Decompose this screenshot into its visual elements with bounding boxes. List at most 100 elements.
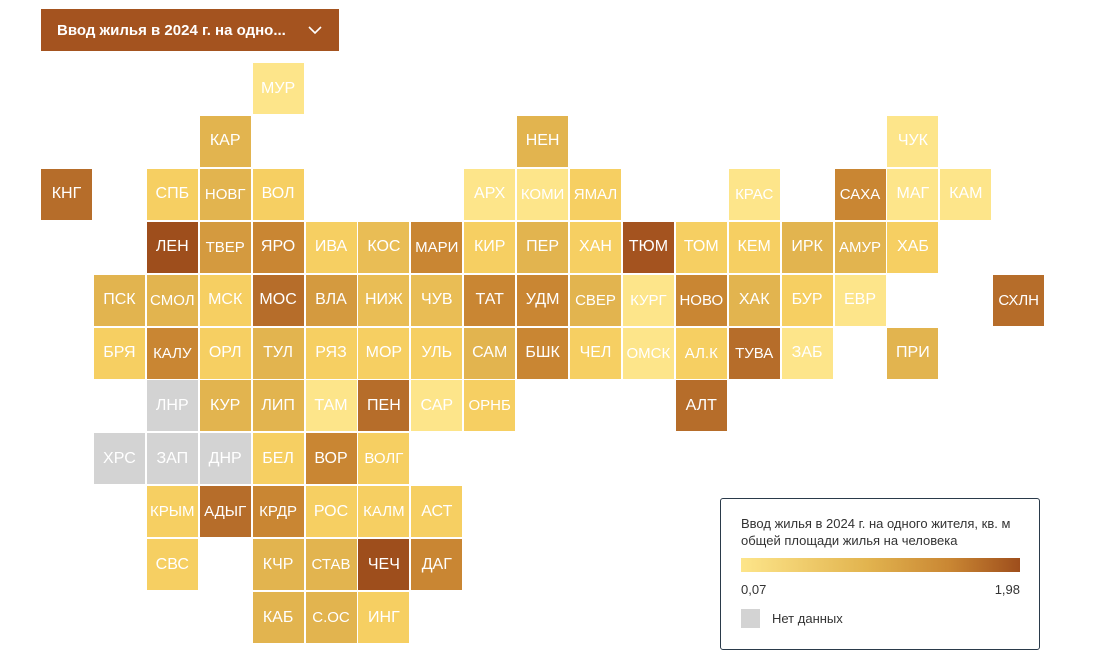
region-tile-КРАС[interactable]: КРАС (728, 168, 780, 220)
region-tile-КРЫМ[interactable]: КРЫМ (146, 486, 198, 538)
region-tile-ЧЕЧ[interactable]: ЧЕЧ (358, 539, 410, 591)
region-tile-НЕН[interactable]: НЕН (517, 115, 569, 167)
region-tile-КАР[interactable]: КАР (199, 115, 251, 167)
region-tile-УДМ[interactable]: УДМ (517, 274, 569, 326)
region-tile-КЕМ[interactable]: КЕМ (728, 221, 780, 273)
region-tile-ЛНР[interactable]: ЛНР (146, 380, 198, 432)
region-tile-АСТ[interactable]: АСТ (411, 486, 463, 538)
region-tile-ХАН[interactable]: ХАН (570, 221, 621, 273)
region-tile-ПРИ[interactable]: ПРИ (887, 327, 939, 379)
region-tile-МАГ[interactable]: МАГ (887, 168, 939, 220)
region-tile-ВОР[interactable]: ВОР (305, 433, 357, 485)
region-tile-АРХ[interactable]: АРХ (464, 168, 516, 220)
region-tile-ИРК[interactable]: ИРК (781, 221, 833, 273)
region-tile-КУР[interactable]: КУР (199, 380, 251, 432)
dropdown-label: Ввод жилья в 2024 г. на одно... (57, 21, 286, 39)
region-tile-С.ОС[interactable]: С.ОС (305, 592, 357, 643)
region-tile-УЛЬ[interactable]: УЛЬ (411, 327, 463, 379)
region-tile-ТЮМ[interactable]: ТЮМ (622, 221, 674, 273)
region-tile-ОМСК[interactable]: ОМСК (622, 327, 674, 379)
region-tile-ТУВА[interactable]: ТУВА (728, 327, 780, 379)
region-tile-РОС[interactable]: РОС (305, 486, 357, 538)
region-tile-ЧУВ[interactable]: ЧУВ (411, 274, 463, 326)
region-tile-ВЛА[interactable]: ВЛА (305, 274, 357, 326)
region-tile-ТАМ[interactable]: ТАМ (305, 380, 357, 432)
region-tile-КАМ[interactable]: КАМ (940, 168, 992, 220)
region-tile-ИВА[interactable]: ИВА (305, 221, 357, 273)
region-tile-КАЛУ[interactable]: КАЛУ (146, 327, 198, 379)
region-tile-СВЕР[interactable]: СВЕР (570, 274, 621, 326)
region-code: СВС (155, 555, 189, 573)
region-tile-ЧУК[interactable]: ЧУК (887, 115, 939, 167)
region-tile-СТАВ[interactable]: СТАВ (305, 539, 357, 591)
region-tile-ХРС[interactable]: ХРС (93, 433, 145, 485)
region-tile-КРДР[interactable]: КРДР (252, 486, 304, 538)
region-code: АМУР (838, 238, 882, 256)
region-tile-МОР[interactable]: МОР (358, 327, 410, 379)
region-tile-НИЖ[interactable]: НИЖ (358, 274, 410, 326)
region-tile-СМОЛ[interactable]: СМОЛ (146, 274, 198, 326)
region-tile-НОВГ[interactable]: НОВГ (199, 168, 251, 220)
region-tile-ВОЛ[interactable]: ВОЛ (252, 168, 304, 220)
region-tile-ХАБ[interactable]: ХАБ (887, 221, 939, 273)
region-tile-ЯРО[interactable]: ЯРО (252, 221, 304, 273)
region-tile-ЛЕН[interactable]: ЛЕН (146, 221, 198, 273)
region-tile-ВОЛГ[interactable]: ВОЛГ (358, 433, 410, 485)
region-tile-БЕЛ[interactable]: БЕЛ (252, 433, 304, 485)
region-tile-ЧЕЛ[interactable]: ЧЕЛ (570, 327, 621, 379)
region-tile-ЗАП[interactable]: ЗАП (146, 433, 198, 485)
region-tile-ЯМАЛ[interactable]: ЯМАЛ (570, 168, 621, 220)
region-tile-БУР[interactable]: БУР (781, 274, 833, 326)
region-code: С.ОС (312, 609, 350, 626)
region-code: ИНГ (368, 608, 400, 626)
region-tile-КУРГ[interactable]: КУРГ (622, 274, 674, 326)
region-tile-ТАТ[interactable]: ТАТ (464, 274, 516, 326)
region-tile-СВС[interactable]: СВС (146, 539, 198, 591)
region-tile-КАЛМ[interactable]: КАЛМ (358, 486, 410, 538)
region-tile-МУР[interactable]: МУР (252, 63, 304, 114)
region-tile-ТОМ[interactable]: ТОМ (675, 221, 727, 273)
region-tile-КЧР[interactable]: КЧР (252, 539, 304, 591)
region-tile-ЛИП[interactable]: ЛИП (252, 380, 304, 432)
region-tile-ДАГ[interactable]: ДАГ (411, 539, 463, 591)
region-tile-КАБ[interactable]: КАБ (252, 592, 304, 643)
region-code: БУР (791, 291, 823, 309)
region-tile-ПЕР[interactable]: ПЕР (517, 221, 569, 273)
region-tile-НОВО[interactable]: НОВО (675, 274, 727, 326)
region-tile-ДНР[interactable]: ДНР (199, 433, 251, 485)
region-tile-КИР[interactable]: КИР (464, 221, 516, 273)
region-tile-КОС[interactable]: КОС (358, 221, 410, 273)
region-tile-ЗАБ[interactable]: ЗАБ (781, 327, 833, 379)
region-code: САР (420, 396, 454, 414)
region-tile-МСК[interactable]: МСК (199, 274, 251, 326)
region-code: ДНР (208, 449, 242, 467)
indicator-dropdown[interactable]: Ввод жилья в 2024 г. на одно... (41, 9, 339, 51)
region-tile-МАРИ[interactable]: МАРИ (411, 221, 463, 273)
region-tile-АМУР[interactable]: АМУР (834, 221, 886, 273)
region-tile-ТУЛ[interactable]: ТУЛ (252, 327, 304, 379)
region-tile-БШК[interactable]: БШК (517, 327, 569, 379)
region-tile-АЛТ[interactable]: АЛТ (675, 380, 727, 432)
region-tile-КОМИ[interactable]: КОМИ (517, 168, 569, 220)
region-tile-ОРЛ[interactable]: ОРЛ (199, 327, 251, 379)
region-tile-СХЛН[interactable]: СХЛН (993, 274, 1045, 326)
region-tile-САХА[interactable]: САХА (834, 168, 886, 220)
region-tile-ХАК[interactable]: ХАК (728, 274, 780, 326)
region-tile-МОС[interactable]: МОС (252, 274, 304, 326)
region-tile-АЛ.К[interactable]: АЛ.К (675, 327, 727, 379)
region-tile-СПБ[interactable]: СПБ (146, 168, 198, 220)
region-tile-ИНГ[interactable]: ИНГ (358, 592, 410, 643)
region-tile-ЕВР[interactable]: ЕВР (834, 274, 886, 326)
region-tile-ОРНБ[interactable]: ОРНБ (464, 380, 516, 432)
region-tile-РЯЗ[interactable]: РЯЗ (305, 327, 357, 379)
region-tile-ПЕН[interactable]: ПЕН (358, 380, 410, 432)
region-code: ХАН (579, 238, 612, 256)
region-tile-БРЯ[interactable]: БРЯ (93, 327, 145, 379)
region-tile-ТВЕР[interactable]: ТВЕР (199, 221, 251, 273)
region-tile-САМ[interactable]: САМ (464, 327, 516, 379)
region-tile-КНГ[interactable]: КНГ (41, 168, 92, 220)
region-tile-САР[interactable]: САР (411, 380, 463, 432)
region-tile-АДЫГ[interactable]: АДЫГ (199, 486, 251, 538)
region-tile-ПСК[interactable]: ПСК (93, 274, 145, 326)
legend-max-label: 1,98 (994, 582, 1020, 597)
